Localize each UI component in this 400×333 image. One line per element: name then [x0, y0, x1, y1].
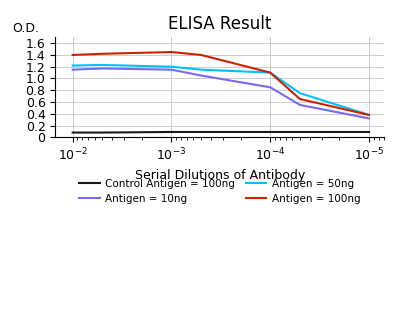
Legend: Control Antigen = 100ng, Antigen = 10ng, Antigen = 50ng, Antigen = 100ng: Control Antigen = 100ng, Antigen = 10ng,…	[75, 174, 364, 208]
X-axis label: Serial Dilutions of Antibody: Serial Dilutions of Antibody	[135, 169, 305, 182]
Title: ELISA Result: ELISA Result	[168, 15, 272, 33]
Text: O.D.: O.D.	[12, 22, 40, 35]
